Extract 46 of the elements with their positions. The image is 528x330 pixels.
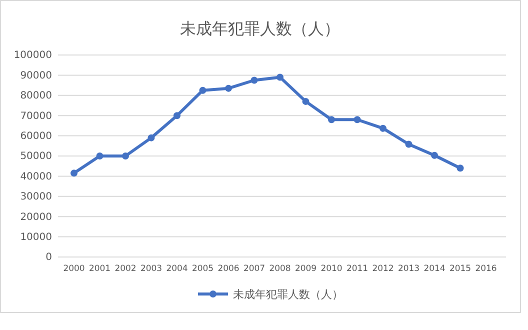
- point: [122, 152, 129, 160]
- point: [456, 164, 464, 172]
- point: [328, 116, 335, 124]
- x-tick-label: 2011: [346, 264, 368, 274]
- point: [405, 140, 412, 148]
- y-tick-label: 0: [46, 252, 52, 264]
- x-tick-label: 2007: [243, 264, 266, 274]
- y-tick-label: 90000: [20, 70, 52, 82]
- x-tick-label: 2003: [140, 264, 162, 274]
- y-tick-label: 20000: [20, 212, 52, 223]
- point: [148, 134, 155, 142]
- x-tick-label: 2005: [192, 264, 214, 274]
- y-tick-label: 30000: [20, 192, 52, 203]
- point: [174, 112, 180, 120]
- point: [225, 84, 232, 92]
- y-tick-label: 80000: [20, 90, 52, 102]
- x-tick-label: 2016: [475, 264, 497, 274]
- point: [276, 74, 284, 81]
- x-tick-label: 2008: [269, 264, 291, 274]
- point: [250, 76, 258, 84]
- y-tick-label: 40000: [20, 171, 52, 182]
- point: [380, 124, 386, 132]
- y-tick-label: 60000: [20, 131, 52, 142]
- x-tick-label: 2004: [166, 264, 188, 274]
- x-tick-label: 2014: [424, 264, 446, 274]
- point: [354, 116, 361, 124]
- chart-title: 未成年犯罪人数（人）: [180, 19, 340, 38]
- x-tick-label: 2013: [398, 264, 420, 274]
- point: [199, 86, 206, 94]
- y-tick-label: 10000: [20, 232, 52, 243]
- x-tick-label: 2001: [88, 264, 111, 274]
- x-tick-label: 2002: [114, 264, 136, 274]
- point: [70, 170, 78, 177]
- x-tick-label: 2015: [449, 264, 472, 274]
- x-tick-label: 2000: [63, 264, 85, 274]
- y-tick-label: 100000: [14, 50, 52, 62]
- y-tick-label: 50000: [20, 151, 52, 162]
- x-tick-label: 2006: [218, 264, 240, 274]
- point: [431, 152, 438, 159]
- point: [96, 152, 104, 160]
- x-tick-label: 2010: [320, 264, 342, 274]
- x-tick-label: 2009: [294, 264, 317, 274]
- legend-label: 未成年犯罪人数（人）: [233, 288, 343, 301]
- point: [302, 98, 310, 105]
- y-tick-label: 70000: [20, 110, 52, 122]
- x-tick-label: 2012: [372, 264, 394, 274]
